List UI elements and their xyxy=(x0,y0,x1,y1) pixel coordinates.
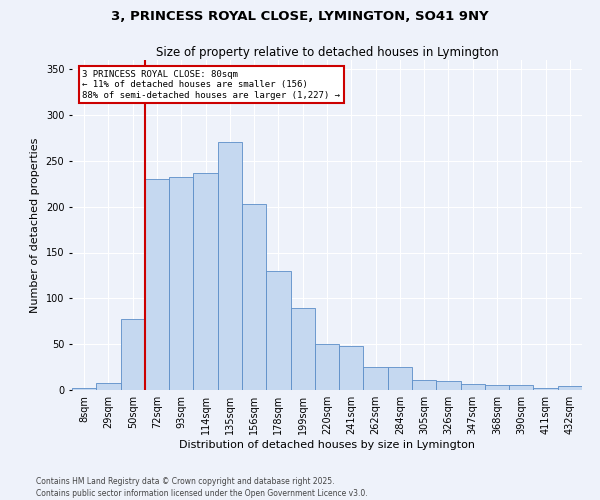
Bar xyxy=(461,384,485,390)
Bar xyxy=(193,173,218,390)
Bar xyxy=(290,308,315,390)
Bar xyxy=(509,386,533,390)
Bar xyxy=(533,388,558,390)
Bar xyxy=(266,271,290,390)
Bar xyxy=(145,179,169,390)
X-axis label: Distribution of detached houses by size in Lymington: Distribution of detached houses by size … xyxy=(179,440,475,450)
Bar xyxy=(315,344,339,390)
Bar xyxy=(218,142,242,390)
Bar xyxy=(364,367,388,390)
Bar xyxy=(339,346,364,390)
Title: Size of property relative to detached houses in Lymington: Size of property relative to detached ho… xyxy=(155,46,499,59)
Bar xyxy=(121,320,145,390)
Y-axis label: Number of detached properties: Number of detached properties xyxy=(30,138,40,312)
Text: 3 PRINCESS ROYAL CLOSE: 80sqm
← 11% of detached houses are smaller (156)
88% of : 3 PRINCESS ROYAL CLOSE: 80sqm ← 11% of d… xyxy=(82,70,340,100)
Text: 3, PRINCESS ROYAL CLOSE, LYMINGTON, SO41 9NY: 3, PRINCESS ROYAL CLOSE, LYMINGTON, SO41… xyxy=(111,10,489,23)
Bar xyxy=(388,367,412,390)
Bar xyxy=(436,381,461,390)
Bar xyxy=(242,204,266,390)
Text: Contains HM Land Registry data © Crown copyright and database right 2025.
Contai: Contains HM Land Registry data © Crown c… xyxy=(36,476,368,498)
Bar xyxy=(558,386,582,390)
Bar xyxy=(72,388,96,390)
Bar xyxy=(485,386,509,390)
Bar xyxy=(412,380,436,390)
Bar xyxy=(169,178,193,390)
Bar xyxy=(96,382,121,390)
